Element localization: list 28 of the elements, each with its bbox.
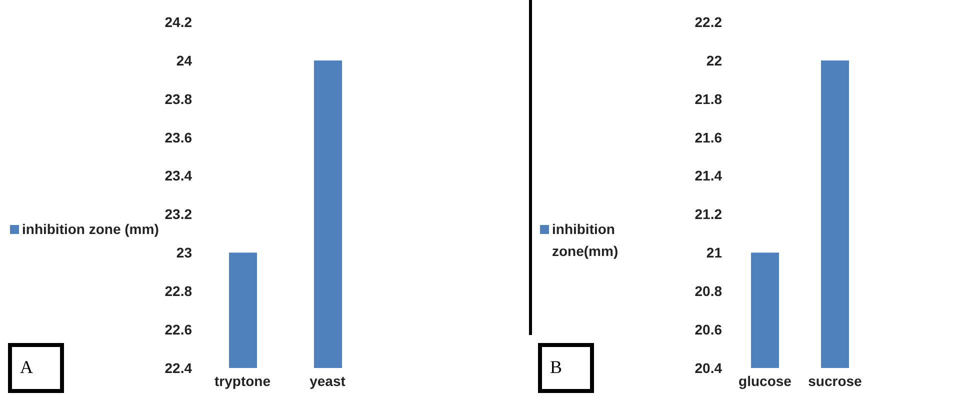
y-tick-label: 24 (176, 52, 192, 68)
y-tick-label: 22 (706, 52, 722, 68)
x-tick-label: tryptone (214, 372, 271, 389)
y-tick-label: 20.6 (694, 322, 722, 338)
y-tick-label: 22.6 (164, 322, 192, 338)
y-tick-label: 22.8 (164, 283, 192, 300)
text: B (550, 357, 562, 377)
y-tick-label: 21.8 (694, 90, 722, 107)
x-tick-label: yeast (310, 372, 346, 389)
y-tick-label: 23.8 (164, 90, 192, 107)
text: A (20, 357, 33, 377)
y-tick-label: 20.4 (694, 360, 722, 376)
y-tick-label: 23.2 (164, 206, 192, 222)
y-tick-label: 20.8 (694, 283, 722, 300)
x-tick-label: glucose (738, 372, 792, 389)
y-tick-label: 24.2 (164, 14, 192, 30)
y-tick-label: 22.4 (164, 360, 192, 376)
x-tick-label: sucrose (808, 372, 862, 389)
y-tick-label: 21.6 (694, 129, 722, 146)
y-tick-label: 23.4 (164, 168, 192, 184)
y-tick-label: 21.2 (694, 206, 722, 222)
y-tick-label: 21 (706, 244, 722, 261)
y-tick-label: 22.2 (694, 14, 722, 30)
legend-label: inhibition zone(mm) (552, 220, 620, 261)
y-tick-label: 23 (176, 244, 192, 261)
y-tick-label: 21.4 (694, 168, 722, 184)
legend-label: inhibition zone (mm) (22, 220, 159, 239)
y-tick-label: 23.6 (164, 129, 192, 146)
